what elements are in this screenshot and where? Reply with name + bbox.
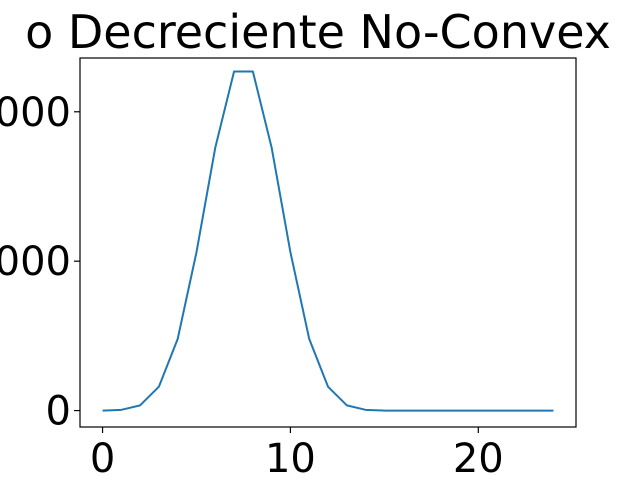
- chart-title: o Decreciente No-Convex: [25, 5, 611, 59]
- y-tick-label: 0: [46, 389, 71, 435]
- x-tick-label: 20: [453, 436, 504, 480]
- y-tick-label: 000: [0, 90, 71, 136]
- x-tick-label: 10: [265, 436, 316, 480]
- x-tick-label: 0: [90, 436, 115, 480]
- plot-frame: [79, 57, 577, 428]
- plot-marks: [102, 70, 554, 412]
- x-axis: 0 10 20: [90, 427, 504, 480]
- y-tick-label: 000: [0, 239, 71, 285]
- series-line-0: [102, 70, 554, 412]
